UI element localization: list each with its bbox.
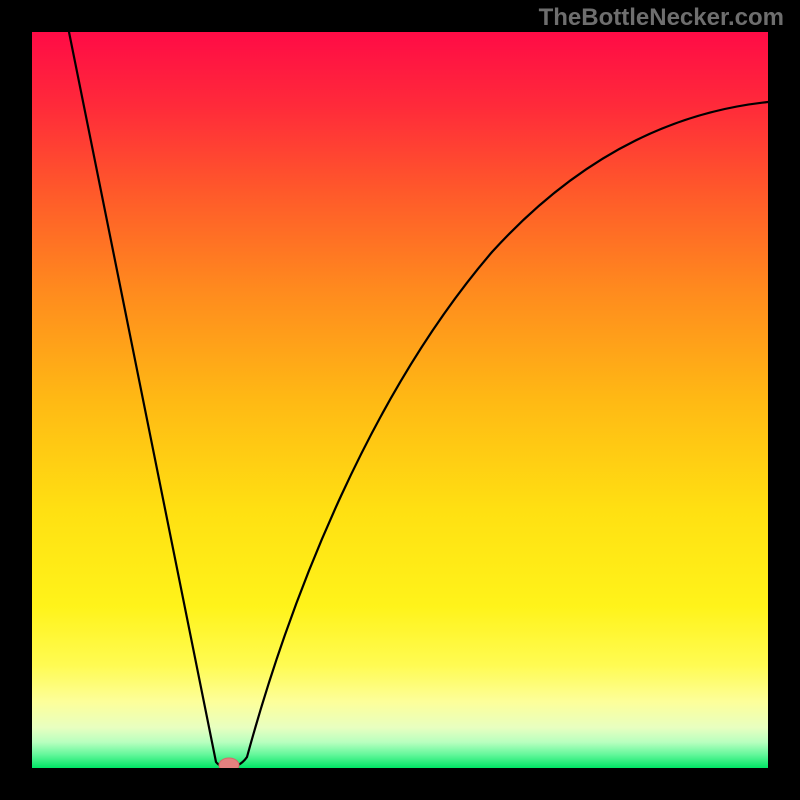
watermark-label: TheBottleNecker.com [539,4,784,32]
optimum-marker [219,758,239,768]
plot-area [32,32,768,768]
chart-container: { "watermark": { "text": "TheBottleNecke… [0,0,800,800]
bottleneck-curve-chart [32,32,768,768]
